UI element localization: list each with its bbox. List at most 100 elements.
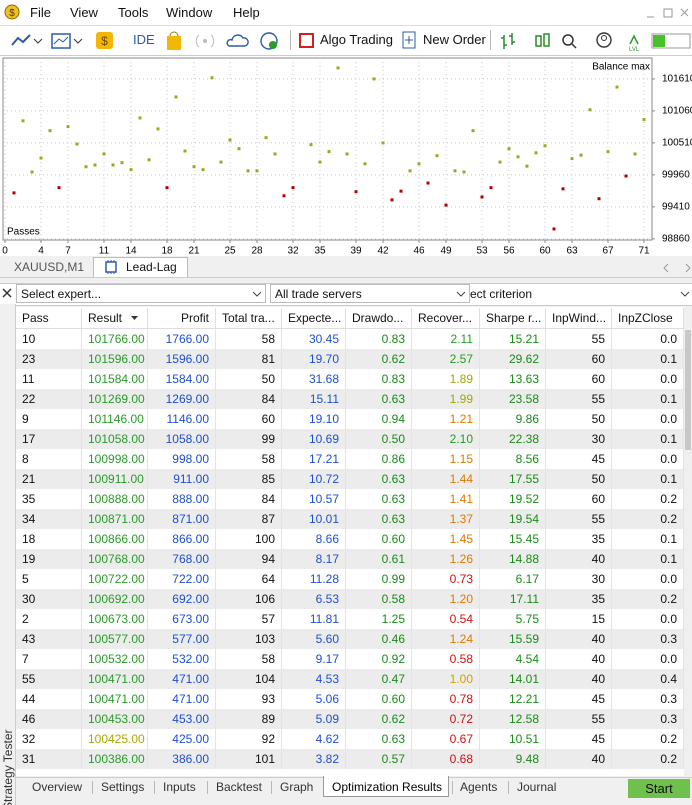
tab-scroll-arrows[interactable] — [660, 262, 692, 274]
table-cell: 30 — [546, 569, 612, 589]
table-row[interactable] — [16, 489, 684, 509]
bottom-tab[interactable]: Backtest — [216, 780, 263, 794]
table-cell: 10.57 — [282, 489, 346, 509]
table-cell: 577.00 — [148, 629, 216, 649]
column-header[interactable]: Drawdo... — [346, 308, 412, 328]
column-header[interactable]: Sharpe r... — [480, 308, 546, 328]
data-point — [507, 147, 511, 151]
bottom-tab[interactable]: Settings — [101, 780, 145, 794]
table-row[interactable] — [16, 629, 684, 649]
table-row[interactable] — [16, 429, 684, 449]
data-point — [156, 127, 160, 131]
table-row[interactable] — [16, 729, 684, 749]
data-point — [102, 152, 106, 156]
menu-item[interactable]: View — [70, 5, 98, 20]
bottom-tab[interactable]: Overview — [32, 780, 83, 794]
table-cell: 0.0 — [612, 449, 684, 469]
table-cell: 0.58 — [412, 649, 480, 669]
close-button[interactable] — [1, 287, 13, 299]
column-header[interactable]: Profit — [148, 308, 216, 328]
table-cell: 12.21 — [480, 689, 546, 709]
menu-item[interactable]: Help — [233, 5, 260, 20]
expert-select[interactable] — [16, 284, 266, 303]
toolbar-icons[interactable]: LVL — [498, 30, 692, 52]
toolbar-icons[interactable] — [163, 30, 283, 52]
bottom-tab[interactable]: Journal — [517, 780, 557, 794]
server-select-label: All trade servers — [275, 287, 362, 301]
new-order-icon[interactable] — [401, 31, 419, 51]
new-order-button[interactable]: New Order — [423, 32, 486, 47]
criterion-select-label[interactable]: ect criterion — [470, 287, 533, 301]
algo-trading-icon[interactable] — [299, 33, 315, 49]
table-row[interactable] — [16, 569, 684, 589]
column-header[interactable]: Expecte... — [282, 308, 346, 328]
column-header[interactable]: Recover... — [412, 308, 480, 328]
table-cell: 0.3 — [612, 709, 684, 729]
table-cell: 673.00 — [148, 609, 216, 629]
table-row[interactable] — [16, 589, 684, 609]
active-tab[interactable] — [323, 776, 449, 797]
table-row[interactable] — [16, 329, 684, 349]
table-row[interactable] — [16, 669, 684, 689]
table-cell: 0.63 — [346, 729, 412, 749]
server-select[interactable] — [270, 284, 470, 303]
table-row[interactable] — [16, 649, 684, 669]
toolbar-icons[interactable]: $ — [8, 30, 128, 52]
table-cell: 1.44 — [412, 469, 480, 489]
data-point — [219, 160, 223, 164]
table-cell: 14.88 — [480, 549, 546, 569]
table-row[interactable] — [16, 409, 684, 429]
table-row[interactable] — [16, 689, 684, 709]
table-row[interactable] — [16, 349, 684, 369]
algo-trading-button[interactable]: Algo Trading — [320, 32, 393, 47]
table-row[interactable] — [16, 449, 684, 469]
bottom-tab[interactable]: Agents — [460, 780, 498, 794]
table-cell: 93 — [216, 689, 282, 709]
table-cell: 0.58 — [346, 589, 412, 609]
data-point — [129, 168, 133, 172]
column-header[interactable]: Result — [82, 308, 148, 328]
bottom-tab[interactable]: Optimization Results — [332, 780, 443, 794]
svg-text:$: $ — [101, 34, 108, 48]
table-cell: 0.62 — [346, 709, 412, 729]
table-cell: 13.63 — [480, 369, 546, 389]
bottom-tab[interactable]: Inputs — [163, 780, 196, 794]
table-cell: 9.86 — [480, 409, 546, 429]
menu-item[interactable]: File — [30, 5, 51, 20]
table-cell: 1766.00 — [148, 329, 216, 349]
table-cell: 722.00 — [148, 569, 216, 589]
table-cell: 17.55 — [480, 469, 546, 489]
table-row[interactable] — [16, 529, 684, 549]
table-row[interactable] — [16, 509, 684, 529]
column-header[interactable]: InpWind... — [546, 308, 612, 328]
data-point — [345, 152, 349, 156]
table-cell: 4.53 — [282, 669, 346, 689]
menu-item[interactable]: Tools — [118, 5, 149, 20]
table-row[interactable] — [16, 369, 684, 389]
table-row[interactable] — [16, 609, 684, 629]
table-cell: 81 — [216, 349, 282, 369]
start-button[interactable]: Start — [628, 779, 690, 798]
scrollbar[interactable] — [684, 307, 692, 776]
table-row[interactable] — [16, 389, 684, 409]
menu-item[interactable]: Window — [166, 5, 213, 20]
table-row[interactable] — [16, 709, 684, 729]
window-controls[interactable] — [645, 6, 691, 20]
table-row[interactable] — [16, 469, 684, 489]
scrollbar-thumb[interactable] — [685, 330, 691, 450]
table-row[interactable] — [16, 549, 684, 569]
table-cell: 50 — [546, 409, 612, 429]
bottom-tab[interactable]: Graph — [280, 780, 314, 794]
results-table: Pass Result Profit Total tra... Expecte... Dr… — [0, 307, 692, 776]
column-header[interactable]: InpZClose — [612, 308, 684, 328]
data-point — [30, 170, 34, 174]
chart-tab[interactable]: XAUUSD,M1 — [14, 260, 85, 274]
column-header[interactable]: Pass — [16, 308, 82, 328]
ide-button[interactable]: IDE — [133, 32, 155, 47]
table-row[interactable] — [16, 749, 684, 769]
column-header[interactable]: Total tra... — [216, 308, 282, 328]
table-cell: 0.92 — [346, 649, 412, 669]
table-cell: 31 — [16, 749, 82, 769]
data-point — [120, 161, 124, 165]
